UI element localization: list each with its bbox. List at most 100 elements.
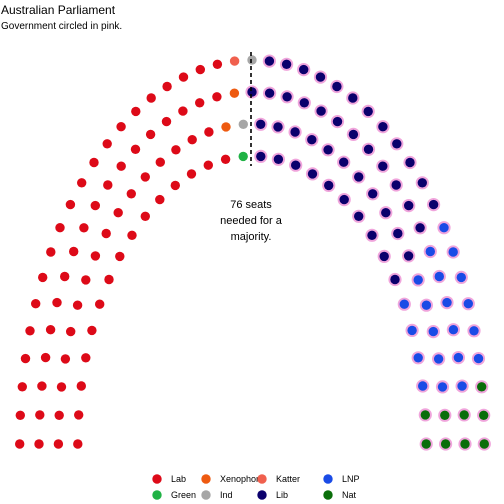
legend-label-nat: Nat (342, 490, 357, 500)
seat-lab (171, 145, 181, 155)
seat-lab (178, 106, 188, 116)
chart-subtitle: Government circled in pink. (1, 21, 123, 32)
legend-swatch-lnp (323, 474, 333, 484)
seat-lab (34, 439, 44, 449)
seat-lab (161, 116, 172, 127)
legend-swatch-katter (257, 474, 267, 484)
seat-lnp (463, 299, 473, 309)
seat-lib (339, 194, 349, 205)
seat-lib (307, 135, 317, 145)
seat-lab (130, 144, 141, 154)
seat-lib (299, 98, 309, 108)
seat-lab (155, 194, 165, 205)
seat-ind (238, 119, 248, 129)
majority-annotation-line-3: majority. (231, 231, 272, 243)
seat-lib (315, 72, 326, 82)
seat-nat (460, 439, 470, 449)
seat-nat (440, 439, 451, 449)
seat-lab (101, 228, 111, 239)
seat-lab (155, 157, 165, 167)
seat-lnp (448, 325, 459, 335)
seat-nat (459, 410, 469, 420)
seat-lib (368, 189, 378, 199)
seat-lnp (448, 247, 458, 257)
seat-lab (37, 381, 47, 391)
seat-lab (56, 382, 67, 392)
seat-lab (212, 92, 222, 102)
seat-lib (367, 230, 377, 240)
seat-lib (316, 106, 326, 116)
seat-lab (81, 353, 91, 363)
seat-lab (40, 352, 51, 363)
seat-lab (116, 161, 126, 171)
seat-lab (178, 72, 189, 82)
seat-lab (73, 439, 83, 449)
seat-lab (20, 353, 31, 364)
seat-lab (65, 199, 76, 210)
seat-lab (52, 297, 62, 308)
seat-lab (69, 246, 79, 257)
seat-lab (25, 326, 35, 336)
seat-lib (354, 211, 364, 221)
seat-lib (290, 127, 300, 137)
seat-lab (204, 127, 214, 137)
seat-lab (87, 325, 97, 336)
seat-lab (116, 122, 126, 132)
seat-lib (378, 161, 388, 171)
seat-lab (72, 300, 83, 310)
seat-lnp (437, 382, 448, 392)
seat-lib (391, 180, 401, 190)
seat-nat (440, 410, 450, 420)
legend-label-ind: Ind (220, 490, 233, 500)
seat-lib (282, 92, 292, 102)
seat-nat (421, 439, 431, 449)
seat-lab (46, 247, 56, 257)
seat-lab (89, 157, 99, 168)
seat-lnp (434, 271, 444, 282)
seat-lab (127, 230, 137, 240)
seat-lib (291, 160, 301, 170)
seat-lab (35, 410, 45, 420)
seat-lab (140, 211, 150, 221)
seat-lib (273, 154, 284, 164)
seat-lib (390, 274, 400, 285)
chart-title: Australian Parliament (1, 3, 116, 17)
seat-lnp (453, 352, 464, 363)
seat-lib (247, 87, 257, 97)
seat-lab (113, 208, 123, 218)
seat-lab (212, 59, 223, 69)
seat-lab (31, 299, 41, 309)
seat-lab (195, 64, 205, 75)
seat-lab (66, 326, 76, 337)
seat-lib (403, 251, 414, 261)
seat-lab (102, 139, 112, 149)
seat-nat (420, 410, 430, 420)
seat-lib (332, 81, 342, 92)
seat-layer (15, 54, 491, 451)
seat-lab (115, 251, 125, 262)
seat-lib (273, 122, 283, 132)
seat-lib (404, 200, 414, 211)
seat-lib (256, 151, 266, 162)
legend-label-lab: Lab (171, 474, 186, 484)
legend-swatch-ind (201, 490, 211, 500)
seat-lab (126, 189, 136, 199)
seat-lab (140, 172, 150, 182)
seat-lib (307, 169, 318, 179)
majority-annotation-line-1: 76 seats (230, 199, 272, 211)
seat-lab (220, 154, 231, 164)
legend-label-lib: Lib (276, 490, 288, 500)
seat-lab (54, 410, 64, 420)
seat-lib (348, 93, 358, 103)
seat-lib (299, 64, 309, 75)
seat-lib (363, 106, 373, 117)
seat-lab (79, 223, 89, 233)
seat-lab (45, 325, 56, 335)
seat-lib (417, 178, 427, 188)
legend-swatch-green (152, 490, 162, 500)
seat-lnp (428, 326, 438, 337)
seat-lnp (456, 272, 466, 283)
legend-swatch-lab (152, 474, 162, 484)
seat-lab (81, 275, 91, 285)
seat-lab (15, 410, 25, 420)
